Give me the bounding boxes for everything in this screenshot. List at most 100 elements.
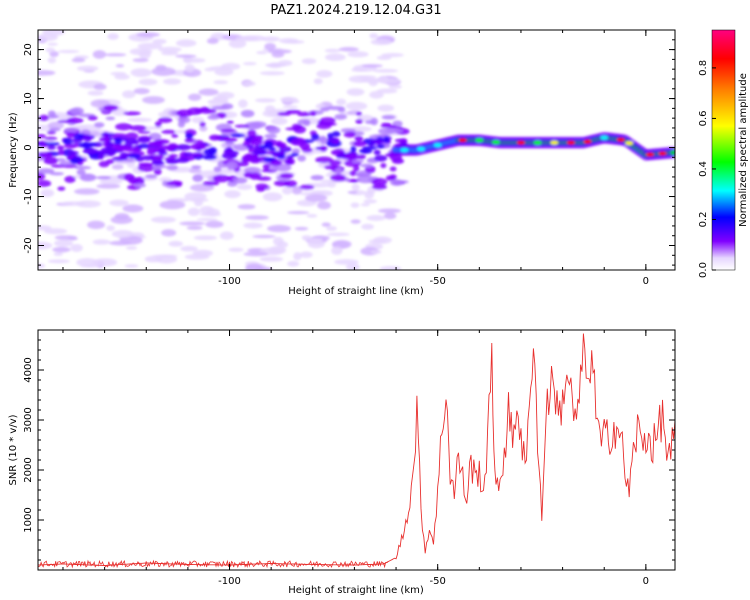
spectral-blob: [214, 67, 234, 76]
spectral-blob: [282, 187, 293, 195]
spectral-blob: [70, 107, 84, 116]
spectral-blob: [52, 246, 71, 253]
y-tick-label: 20: [23, 43, 34, 56]
spectral-blob: [44, 141, 60, 146]
spectral-blob: [377, 104, 395, 112]
spectral-blob: [224, 190, 241, 199]
spectral-blob: [220, 128, 236, 133]
spectral-blob: [57, 186, 66, 191]
spectral-blob: [187, 207, 200, 217]
spectral-blob: [38, 241, 53, 250]
spectral-blob: [237, 204, 256, 210]
colorbar-gradient: [711, 29, 736, 271]
spectral-blob: [583, 139, 592, 144]
spectral-blob: [533, 140, 542, 145]
colorbar-tick-label: 0.6: [698, 110, 709, 126]
spectral-blob: [114, 144, 127, 152]
spectral-blob: [92, 50, 107, 59]
spectral-blob: [323, 122, 337, 126]
spectral-blob: [262, 192, 283, 202]
spectral-blob: [334, 113, 347, 120]
spectrogram-heatmap: [38, 30, 675, 270]
spectral-blob: [315, 156, 333, 164]
spectral-blob: [321, 222, 331, 227]
spectral-blob: [263, 157, 276, 162]
spectral-blob: [388, 84, 402, 89]
spectral-blob: [330, 174, 346, 182]
spectral-blob: [290, 138, 306, 146]
spectral-blob: [67, 150, 80, 156]
spectral-blob: [39, 152, 53, 159]
spectral-blob: [394, 138, 408, 143]
spectral-blob: [320, 107, 330, 112]
spectral-blob: [284, 158, 295, 166]
spectral-blob: [331, 131, 341, 137]
spectral-blob: [363, 199, 377, 204]
spectral-blob: [38, 180, 52, 187]
spectral-blob: [214, 95, 228, 104]
spectral-blob: [104, 53, 127, 57]
spectral-blob: [301, 58, 317, 65]
spectral-blob: [107, 33, 119, 40]
spectral-blob: [319, 145, 327, 151]
spectral-blob: [380, 124, 397, 128]
chart-title: PAZ1.2024.219.12.04.G31: [270, 3, 441, 18]
spectral-blob: [125, 132, 139, 140]
spectral-blob: [109, 199, 129, 207]
spectral-blob: [366, 214, 386, 221]
spectral-blob: [389, 166, 397, 172]
spectral-blob: [82, 148, 99, 155]
spectral-blob: [142, 96, 165, 104]
y-tick-label: 4000: [23, 357, 34, 382]
spectral-blob: [329, 159, 342, 166]
spectral-blob: [129, 48, 153, 56]
spectral-blob: [254, 98, 276, 103]
spectral-blob: [381, 115, 396, 120]
spectral-blob: [304, 194, 328, 202]
spectral-blob: [369, 91, 384, 99]
spectral-blob: [123, 111, 141, 116]
spectral-blob: [198, 88, 219, 96]
colorbar-label: Normalized spectral amplitude: [738, 73, 749, 227]
spectral-blob: [202, 180, 220, 186]
spectral-blob: [343, 131, 356, 138]
spectral-blob: [350, 146, 357, 153]
spectral-blob: [162, 180, 169, 187]
spectral-blob: [185, 132, 194, 140]
spectral-blob: [90, 99, 111, 108]
spectral-blob: [262, 110, 283, 118]
spectral-blob: [228, 247, 244, 252]
spectral-blob: [327, 132, 334, 140]
spectral-blob: [110, 71, 127, 76]
spectral-blob: [355, 111, 363, 116]
spectral-blob: [310, 174, 324, 181]
spectral-blob: [124, 264, 139, 268]
spectrogram-x-axis-label: Height of straight line (km): [288, 286, 424, 297]
spectral-blob: [76, 258, 99, 267]
spectral-blob: [184, 138, 194, 143]
spectral-blob: [433, 143, 442, 148]
spectral-blob: [226, 120, 234, 124]
spectral-blob: [355, 118, 363, 124]
spectral-blob: [376, 55, 392, 61]
spectral-blob: [199, 125, 208, 132]
spectral-blob: [54, 235, 78, 240]
spectral-blob: [112, 156, 128, 161]
spectral-blob: [115, 123, 133, 131]
spectral-blob: [176, 109, 193, 118]
spectral-blob: [114, 137, 123, 146]
spectral-blob: [138, 78, 158, 86]
spectral-blob: [294, 226, 309, 231]
spectral-blob: [96, 183, 121, 189]
spectral-blob: [331, 246, 343, 255]
spectral-blob: [132, 58, 149, 63]
spectral-blob: [177, 120, 185, 128]
spectral-blob: [391, 158, 405, 164]
spectral-blob: [351, 67, 367, 72]
spectral-blob: [360, 203, 370, 207]
colorbar-tick-label: 0.0: [698, 262, 709, 278]
spectral-blob: [359, 148, 373, 154]
colorbar-ticks: 0.0 0.2 0.4 0.6 0.8: [698, 60, 716, 278]
